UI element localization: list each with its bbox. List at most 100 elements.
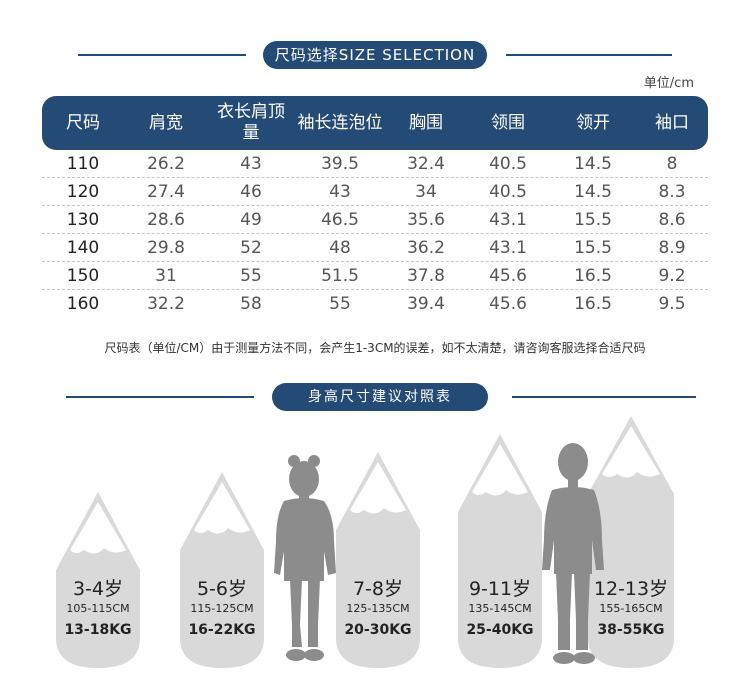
pencil-capsule-shape [336,452,420,668]
table-cell: 39.5 [321,153,359,174]
boy-silhouette-icon [542,440,604,668]
table-cell: 9.5 [658,294,686,314]
table-cell: 43 [240,153,262,174]
height-range: 155-165CM [599,602,663,615]
weight-range: 13-18KG [64,622,132,638]
table-cell: 40.5 [489,153,527,174]
pencil-capsule-shape [588,416,674,668]
weight-range: 20-30KG [344,622,412,638]
height-guide-title: 身高尺寸建议对照表 [272,383,488,411]
table-cell: 9.2 [658,265,686,286]
title-divider-left [78,54,246,56]
table-cell: 8.6 [658,209,686,230]
column-header: 袖长连泡位 [297,112,383,133]
age-label: 5-6岁 [196,578,248,600]
height-range: 105-115CM [66,602,130,615]
table-cell: 51.5 [321,265,359,286]
table-cell: 45.6 [489,265,527,286]
table-row: 150 31 55 51.5 37.8 45.6 16.5 9.2 [42,262,708,290]
table-cell: 15.5 [574,209,612,230]
table-cell: 15.5 [574,237,612,258]
table-cell: 34 [415,181,437,202]
table-cell: 43 [329,181,351,202]
measurement-note: 尺码表（单位/CM）由于测量方法不同，会产生1-3CM的误差，如不太清楚，请咨询… [104,341,646,355]
table-cell: 48 [329,237,351,258]
table-cell: 110 [66,153,100,174]
size-capsule-12-13: 12-13岁 155-165CM 38-55KG [588,416,674,668]
table-cell: 31 [155,265,177,286]
table-cell: 52 [240,237,262,258]
table-cell: 36.2 [407,237,445,258]
column-header: 衣长肩顶量 [217,102,285,143]
pencil-capsule-shape [458,434,542,668]
table-cell: 32.4 [407,153,445,174]
table-cell: 39.4 [407,294,445,314]
age-label: 3-4岁 [72,578,124,600]
weight-range: 25-40KG [466,622,534,638]
size-table: 尺码 肩宽 衣长肩顶量 袖长连泡位 胸围 领围 领开 袖口 110 26.2 43 3… [42,96,708,318]
table-cell: 8.3 [658,181,686,202]
table-cell: 16.5 [574,294,612,314]
age-label: 7-8岁 [352,578,404,600]
table-cell: 130 [66,209,100,230]
table-cell: 49 [240,209,262,230]
pencil-capsule-shape [180,472,264,668]
table-cell: 43.1 [489,209,527,230]
table-cell: 27.4 [147,181,185,202]
table-header: 尺码 肩宽 衣长肩顶量 袖长连泡位 胸围 领围 领开 袖口 [42,96,708,150]
table-cell: 8.9 [658,237,686,258]
table-row: 140 29.8 52 48 36.2 43.1 15.5 8.9 [42,234,708,262]
size-capsule-9-11: 9-11岁 135-145CM 25-40KG [458,434,542,668]
table-body: 110 26.2 43 39.5 32.4 40.5 14.5 8 120 27.4 46 43 34 4… [42,150,708,318]
table-cell: 29.8 [147,237,185,258]
column-header: 尺码 [66,112,100,133]
table-cell: 120 [66,181,100,202]
table-cell: 46 [240,181,262,202]
table-cell: 43.1 [489,237,527,258]
column-header: 袖口 [655,112,689,133]
table-cell: 58 [240,294,262,314]
height-range: 125-135CM [346,602,410,615]
age-label: 9-11岁 [468,578,532,600]
girl-silhouette-icon [272,455,338,667]
size-selection-title: 尺码选择SIZE SELECTION [263,41,487,69]
height-range: 135-145CM [468,602,532,615]
table-cell: 45.6 [489,294,527,314]
title-divider-right [512,396,696,398]
column-header: 胸围 [409,112,443,133]
table-cell: 16.5 [574,265,612,286]
title-divider-right [506,54,672,56]
table-cell: 8 [666,153,678,174]
table-cell: 40.5 [489,181,527,202]
table-cell: 140 [66,237,100,258]
size-capsule-5-6: 5-6岁 115-125CM 16-22KG [180,472,264,668]
unit-label: 单位/cm [643,76,694,91]
table-cell: 46.5 [321,209,359,230]
table-cell: 14.5 [574,181,612,202]
weight-range: 38-55KG [597,622,665,638]
table-cell: 37.8 [407,265,445,286]
age-label: 12-13岁 [593,578,669,600]
table-cell: 28.6 [147,209,185,230]
table-row: 120 27.4 46 43 34 40.5 14.5 8.3 [42,178,708,206]
table-row: 110 26.2 43 39.5 32.4 40.5 14.5 8 [42,150,708,178]
table-cell: 160 [66,294,100,314]
table-cell: 35.6 [407,209,445,230]
table-cell: 26.2 [147,153,185,174]
column-header: 领围 [491,112,525,133]
table-cell: 32.2 [147,294,185,314]
weight-range: 16-22KG [188,622,256,638]
table-cell: 14.5 [574,153,612,174]
size-capsule-3-4: 3-4岁 105-115CM 13-18KG [56,492,140,668]
table-cell: 150 [66,265,100,286]
pencil-capsule-shape [56,492,140,668]
size-capsule-7-8: 7-8岁 125-135CM 20-30KG [336,452,420,668]
height-range: 115-125CM [190,602,254,615]
table-row: 160 32.2 58 55 39.4 45.6 16.5 9.5 [42,290,708,318]
title-divider-left [66,396,254,398]
column-header: 领开 [576,112,610,133]
table-row: 130 28.6 49 46.5 35.6 43.1 15.5 8.6 [42,206,708,234]
table-cell: 55 [329,294,351,314]
column-header: 肩宽 [149,112,183,133]
table-cell: 55 [240,265,262,286]
